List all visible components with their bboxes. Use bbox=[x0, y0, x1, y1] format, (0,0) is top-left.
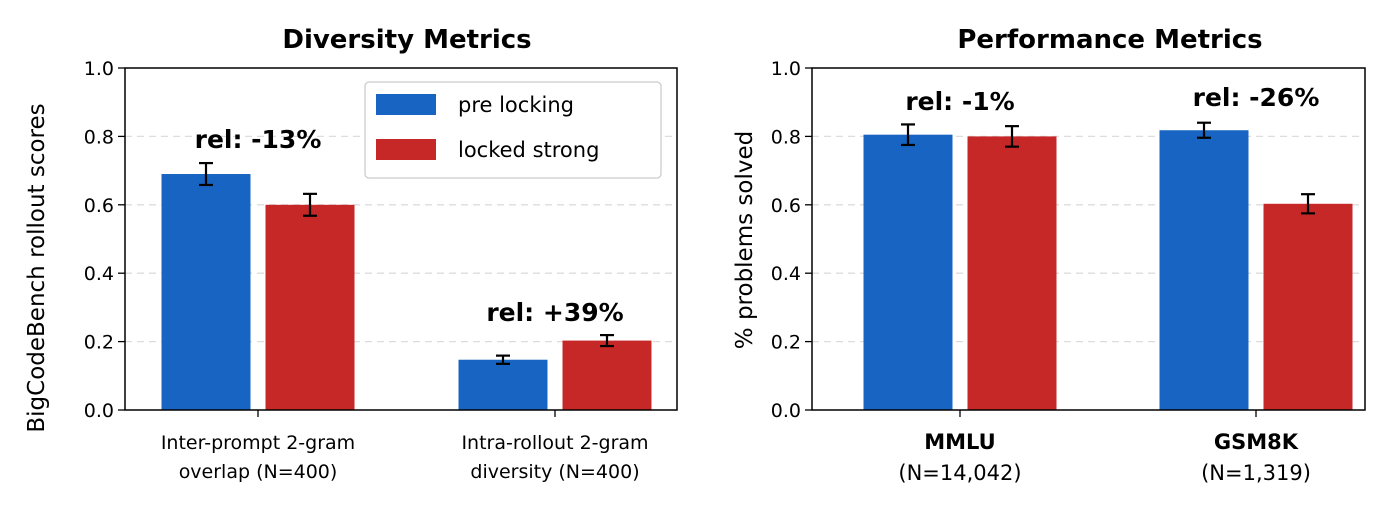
error-bar bbox=[1197, 121, 1211, 139]
error-bar bbox=[496, 354, 510, 365]
x-category-label: Intra-rollout 2-gram bbox=[461, 432, 648, 454]
bar-pre-locking bbox=[863, 134, 953, 410]
relative-change-annotation: rel: +39% bbox=[486, 298, 623, 327]
error-bar bbox=[199, 161, 213, 187]
axes-frame bbox=[811, 67, 1366, 411]
y-tick-label: 0.4 bbox=[84, 263, 114, 285]
diversity-chart: 0.0 0.2 0.4 0.6 0.8 1.0 Inter-prompt 2-gram ove… bbox=[24, 25, 678, 483]
relative-change-annotation: rel: -13% bbox=[195, 125, 322, 154]
x-category-label: MMLU bbox=[924, 430, 995, 454]
x-category-label: Inter-prompt 2-gram bbox=[161, 432, 355, 454]
y-tick-label: 0.2 bbox=[771, 332, 801, 354]
legend-box bbox=[364, 81, 662, 179]
y-tick-label: 0.6 bbox=[771, 195, 801, 217]
y-tick-label: 0.4 bbox=[771, 263, 801, 285]
error-bar bbox=[303, 192, 317, 217]
x-category-label: (N=14,042) bbox=[898, 461, 1021, 485]
y-tick-label: 1.0 bbox=[84, 58, 114, 80]
y-tick-label: 0.0 bbox=[771, 400, 801, 422]
relative-change-annotation: rel: -26% bbox=[1193, 83, 1320, 112]
bar-locked-strong bbox=[1263, 203, 1353, 410]
y-tick-label: 0.8 bbox=[84, 126, 114, 148]
legend: pre locking locked strong bbox=[364, 81, 662, 179]
y-axis-label: BigCodeBench rollout scores bbox=[24, 103, 50, 432]
y-tick-label: 0.2 bbox=[84, 332, 114, 354]
legend-swatch bbox=[376, 94, 436, 115]
error-bar bbox=[1301, 193, 1315, 215]
error-bar bbox=[1005, 125, 1019, 148]
bar-pre-locking bbox=[1159, 130, 1249, 410]
x-category-label: overlap (N=400) bbox=[179, 461, 338, 483]
bar-pre-locking bbox=[458, 359, 548, 410]
error-bar bbox=[901, 123, 915, 147]
legend-swatch bbox=[376, 139, 436, 160]
x-category-label: GSM8K bbox=[1214, 430, 1299, 454]
error-bar bbox=[600, 334, 614, 348]
legend-label: pre locking bbox=[458, 93, 574, 117]
y-axis-label: % problems solved bbox=[732, 131, 758, 349]
y-tick-label: 0.8 bbox=[771, 126, 801, 148]
bar-locked-strong bbox=[967, 136, 1057, 410]
chart-title: Performance Metrics bbox=[957, 25, 1262, 55]
axes-frame bbox=[124, 67, 678, 411]
bar-pre-locking bbox=[161, 174, 251, 410]
x-category-label: (N=1,319) bbox=[1201, 461, 1311, 485]
performance-chart: 0.0 0.2 0.4 0.6 0.8 1.0 MMLU (N=14,042) GSM8K (N=… bbox=[732, 25, 1366, 485]
y-tick-label: 0.0 bbox=[84, 400, 114, 422]
relative-change-annotation: rel: -1% bbox=[905, 87, 1014, 116]
x-category-label: diversity (N=400) bbox=[470, 461, 639, 483]
bar-locked-strong bbox=[562, 340, 652, 410]
y-tick-label: 1.0 bbox=[771, 58, 801, 80]
legend-label: locked strong bbox=[458, 138, 599, 162]
y-tick-label: 0.6 bbox=[84, 195, 114, 217]
chart-title: Diversity Metrics bbox=[282, 25, 531, 55]
bar-locked-strong bbox=[265, 204, 355, 410]
